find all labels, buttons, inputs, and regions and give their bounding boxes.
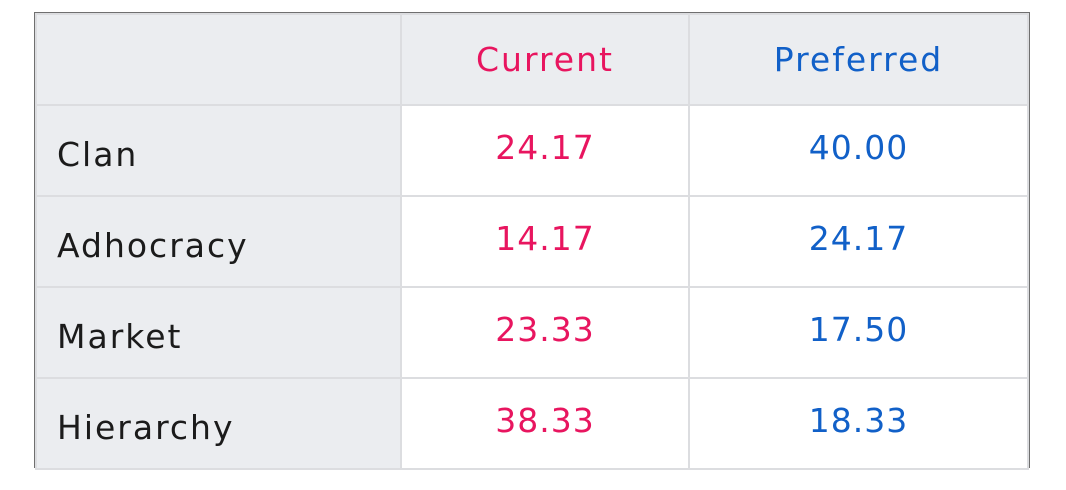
table-row: Clan 24.17 40.00 [35,104,1029,197]
table-row: Market 23.33 17.50 [35,286,1029,379]
preferred-value-cell: 18.33 [688,377,1029,470]
preferred-value-cell: 24.17 [688,195,1029,288]
row-label: Market [35,286,402,379]
table-row: Hierarchy 38.33 18.33 [35,377,1029,470]
header-preferred: Preferred [688,13,1029,106]
culture-table: Current Preferred Clan 24.17 40.00 Adhocrac… [35,13,1029,470]
culture-table-container: Current Preferred Clan 24.17 40.00 Adhocrac… [34,12,1030,470]
header-corner-cell [35,13,402,106]
preferred-value-cell: 40.00 [688,104,1029,197]
preferred-value-cell: 17.50 [688,286,1029,379]
current-value-cell: 23.33 [400,286,690,379]
table-body: Clan 24.17 40.00 Adhocracy 14.17 24.17 Market 2… [35,104,1029,470]
current-value-cell: 38.33 [400,377,690,470]
current-value-cell: 24.17 [400,104,690,197]
table-row: Adhocracy 14.17 24.17 [35,195,1029,288]
row-label: Adhocracy [35,195,402,288]
current-value-cell: 14.17 [400,195,690,288]
row-label: Hierarchy [35,377,402,470]
table-header-row: Current Preferred [35,13,1029,106]
row-label: Clan [35,104,402,197]
header-current: Current [400,13,690,106]
